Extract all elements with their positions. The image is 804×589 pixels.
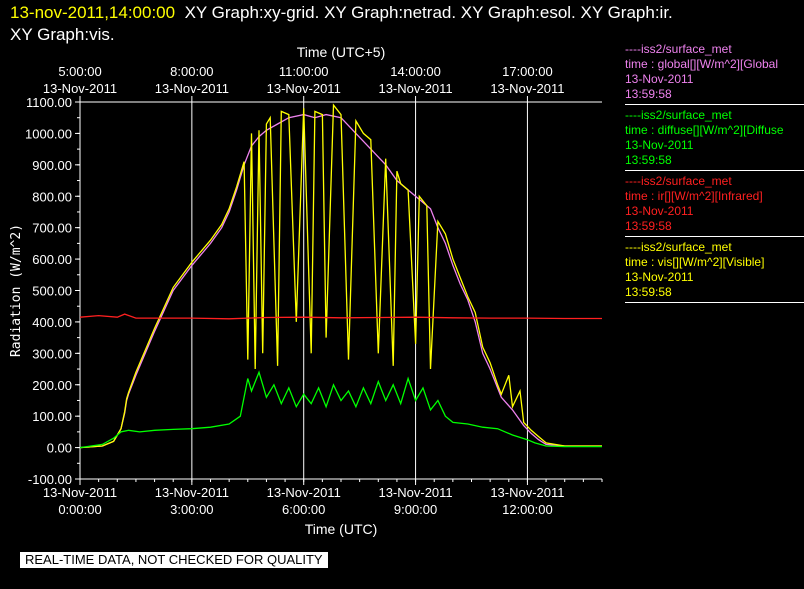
x2-tick-time: 14:00:00 <box>390 64 441 79</box>
legend-divider <box>625 170 804 171</box>
series-line-global <box>79 113 602 449</box>
x-tick-date: 13-Nov-2011 <box>155 485 229 500</box>
y-tick-label: 400.00 <box>32 315 72 330</box>
legend-source: ----iss2/surface_met <box>625 42 732 56</box>
legend-divider <box>625 302 804 303</box>
legend-entry-ir: ----iss2/surface_met time : ir[][W/m^2][I… <box>625 174 804 234</box>
series-line-vis <box>79 103 602 449</box>
x2-tick-date: 13-Nov-2011 <box>267 81 341 96</box>
y-tick-label: 600.00 <box>32 252 72 267</box>
x-tick-time: 0:00:00 <box>58 502 101 517</box>
x2-axis-title: Time (UTC+5) <box>297 44 386 60</box>
x2-tick-time: 17:00:00 <box>502 64 553 79</box>
x-tick-date: 13-Nov-2011 <box>43 485 117 500</box>
plot-area: -100.00 0.00 100.00 200.00 300.00 400.00 500.0… <box>9 44 603 537</box>
x-tick-time: 3:00:00 <box>170 502 213 517</box>
legend-date: 13-Nov-2011 <box>625 138 694 152</box>
legend-source: ----iss2/surface_met <box>625 108 732 122</box>
x2-tick-date: 13-Nov-2011 <box>490 81 564 96</box>
graph-title-line-2: XY Graph:vis. <box>10 25 115 44</box>
y-tick-label: 300.00 <box>32 346 72 361</box>
legend-variable: time : vis[][W/m^2][Visible] <box>625 255 765 269</box>
y-axis-title: Radiation (W/m^2) <box>9 224 24 357</box>
x-tick-date: 13-Nov-2011 <box>490 485 564 500</box>
graph-title-line-1: 13-nov-2011,14:00:00 XY Graph:xy-grid. X… <box>10 3 673 23</box>
x-tick-time: 9:00:00 <box>394 502 437 517</box>
legend-source: ----iss2/surface_met <box>625 240 732 254</box>
x-tick-time: 6:00:00 <box>282 502 325 517</box>
legend-date: 13-Nov-2011 <box>625 270 694 284</box>
legend-entry-global: ----iss2/surface_met time : global[][W/m^… <box>625 42 804 102</box>
x2-tick-time: 11:00:00 <box>279 64 329 79</box>
legend-time: 13:59:58 <box>625 87 672 101</box>
x2-tick-date: 13-Nov-2011 <box>155 81 229 96</box>
x-axis-title: Time (UTC) <box>305 521 378 537</box>
y-tick-label: 500.00 <box>32 284 72 299</box>
timestamp: 13-nov-2011,14:00:00 <box>10 3 176 22</box>
y-tick-label: 1100.00 <box>26 95 72 110</box>
series-line-ir <box>79 313 602 320</box>
legend-date: 13-Nov-2011 <box>625 72 694 86</box>
graph-titles: XY Graph:xy-grid. XY Graph:netrad. XY Gr… <box>184 3 673 22</box>
legend-divider <box>625 236 804 237</box>
legend-entry-diffuse: ----iss2/surface_met time : diffuse[][W/m… <box>625 108 804 168</box>
legend-entry-vis: ----iss2/surface_met time : vis[][W/m^2][… <box>625 240 804 300</box>
legend-source: ----iss2/surface_met <box>625 174 732 188</box>
x-tick-date: 13-Nov-2011 <box>378 485 452 500</box>
legend-time: 13:59:58 <box>625 219 672 233</box>
y-tick-label: 800.00 <box>32 189 72 204</box>
x-tick-date: 13-Nov-2011 <box>267 485 341 500</box>
x2-tick-date: 13-Nov-2011 <box>378 81 452 96</box>
y-tick-label: 0.00 <box>47 441 72 456</box>
y-tick-label: 100.00 <box>32 409 72 424</box>
x-tick-time: 12:00:00 <box>502 502 553 517</box>
legend-divider <box>625 104 804 105</box>
legend-time: 13:59:58 <box>625 285 672 299</box>
x2-tick-time: 8:00:00 <box>170 64 213 79</box>
qc-banner: REAL-TIME DATA, NOT CHECKED FOR QUALITY <box>20 552 328 568</box>
legend-variable: time : ir[][W/m^2][Infrared] <box>625 189 763 203</box>
legend-date: 13-Nov-2011 <box>625 204 694 218</box>
y-tick-label: 700.00 <box>32 221 72 236</box>
y-tick-label: 900.00 <box>32 158 72 173</box>
y-tick-label: -100.00 <box>28 472 72 487</box>
x2-tick-date: 13-Nov-2011 <box>43 81 117 96</box>
y-tick-label: 200.00 <box>32 378 72 393</box>
legend-time: 13:59:58 <box>625 153 672 167</box>
series-line-diffuse <box>79 370 602 449</box>
y-tick-label: 1000.00 <box>25 126 72 141</box>
legend: ----iss2/surface_met time : global[][W/m^… <box>625 42 804 306</box>
x2-tick-time: 5:00:00 <box>58 64 101 79</box>
radiation-chart: -100.00 0.00 100.00 200.00 300.00 400.00 500.0… <box>9 44 603 537</box>
legend-variable: time : diffuse[][W/m^2][Diffuse <box>625 123 784 137</box>
legend-variable: time : global[][W/m^2][Global <box>625 57 779 71</box>
